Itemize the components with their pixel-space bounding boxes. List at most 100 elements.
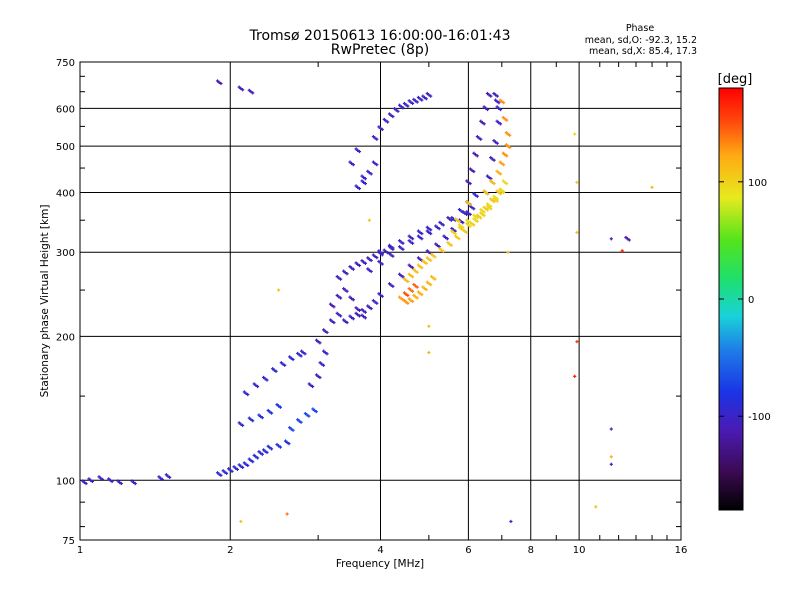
data-points <box>81 79 654 524</box>
o-mode-point <box>283 439 288 443</box>
x-mode-point <box>416 263 421 267</box>
o-mode-point <box>416 95 421 100</box>
minor-ticks <box>80 62 681 540</box>
x-mode-point <box>461 225 465 230</box>
o-mode-point <box>314 410 318 414</box>
o-mode-point <box>363 261 368 265</box>
o-mode-point <box>345 289 349 293</box>
o-mode-point <box>246 463 250 468</box>
o-mode-point <box>287 442 291 446</box>
o-mode-point <box>369 269 373 274</box>
o-mode-point <box>410 237 415 241</box>
x-tick-label: 4 <box>377 545 383 556</box>
o-mode-point <box>314 373 319 377</box>
x-mode-point <box>406 279 410 284</box>
o-mode-point <box>318 341 322 345</box>
x-mode-point <box>429 258 433 263</box>
o-mode-point <box>412 97 416 102</box>
o-mode-point <box>475 194 479 198</box>
o-mode-point <box>241 465 245 470</box>
o-mode-point <box>237 463 241 467</box>
x-mode-point <box>505 154 509 158</box>
o-mode-point <box>237 85 241 89</box>
o-mode-point <box>391 246 395 250</box>
o-mode-point <box>363 177 368 181</box>
o-mode-point <box>241 88 245 92</box>
colorbar-ticks: -100 0 100 <box>719 178 771 423</box>
o-mode-point <box>624 235 628 240</box>
x-mode-point <box>498 192 503 196</box>
o-mode-point <box>260 416 264 420</box>
o-mode-point <box>160 477 164 482</box>
x-mode-point <box>421 285 425 289</box>
x-mode-point <box>479 216 483 220</box>
o-mode-point <box>335 274 339 279</box>
x-mode-point <box>406 301 410 305</box>
x-mode-point <box>489 179 493 183</box>
outlier-point <box>277 288 281 292</box>
grid-lines <box>80 62 681 540</box>
o-mode-point <box>81 479 85 483</box>
x-mode-point <box>464 230 469 234</box>
x-mode-point <box>475 216 479 220</box>
o-mode-point <box>130 479 134 483</box>
o-mode-point <box>369 258 373 263</box>
o-mode-point <box>371 253 376 257</box>
o-mode-point <box>351 298 355 302</box>
x-axis-label: Frequency [MHz] <box>336 558 424 570</box>
o-mode-point <box>371 135 376 139</box>
x-mode-point <box>446 241 450 245</box>
o-mode-point <box>230 469 234 473</box>
outlier-point <box>506 250 510 254</box>
y-tick-label: 500 <box>56 142 75 153</box>
o-mode-point <box>420 98 424 102</box>
o-mode-point <box>219 473 223 477</box>
x-mode-point <box>457 219 461 224</box>
x-mode-point <box>416 290 421 294</box>
o-mode-point <box>407 234 411 238</box>
o-mode-point <box>322 349 326 353</box>
o-mode-point <box>382 117 386 122</box>
o-mode-point <box>360 259 364 263</box>
o-mode-point <box>262 448 266 452</box>
o-mode-point <box>360 179 364 183</box>
x-mode-point <box>465 200 469 204</box>
o-mode-point <box>377 125 381 129</box>
o-mode-point <box>291 357 295 362</box>
o-mode-point <box>377 249 381 253</box>
o-mode-point <box>380 251 384 256</box>
o-mode-point <box>475 135 479 139</box>
o-mode-point <box>425 225 429 229</box>
o-mode-point <box>482 122 486 126</box>
o-mode-point <box>279 361 283 365</box>
o-mode-point <box>357 314 362 318</box>
o-mode-point <box>354 184 358 188</box>
x-mode-point <box>475 219 479 224</box>
o-mode-point <box>434 224 438 228</box>
x-tick-label: 1 <box>77 545 83 556</box>
o-mode-point <box>410 241 415 245</box>
o-mode-point <box>442 234 446 238</box>
x-mode-point <box>505 118 509 122</box>
outlier-point <box>609 462 613 466</box>
o-mode-point <box>342 318 346 322</box>
o-mode-point <box>318 361 322 365</box>
o-mode-point <box>219 81 223 86</box>
o-mode-point <box>465 179 469 183</box>
o-mode-point <box>257 450 261 454</box>
o-mode-point <box>227 467 231 471</box>
o-mode-point <box>387 282 392 286</box>
o-mode-point <box>479 137 483 141</box>
x-mode-point <box>495 169 499 173</box>
o-mode-point <box>255 456 260 460</box>
o-mode-point <box>472 207 476 211</box>
x-mode-point <box>501 151 505 155</box>
o-mode-point <box>387 252 392 256</box>
colorbar-label: [deg] <box>718 72 753 87</box>
o-mode-point <box>288 355 292 359</box>
y-tick-label: 600 <box>56 104 75 115</box>
o-mode-point <box>387 243 392 247</box>
o-mode-point <box>366 169 370 173</box>
o-mode-point <box>269 447 274 451</box>
x-mode-point <box>468 202 472 206</box>
